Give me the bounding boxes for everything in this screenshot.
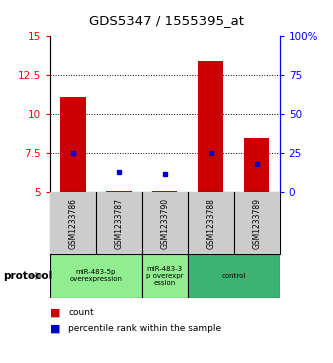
Text: GSM1233786: GSM1233786 xyxy=(68,198,78,249)
Bar xyxy=(244,138,269,192)
Bar xyxy=(142,254,188,298)
Text: GDS5347 / 1555395_at: GDS5347 / 1555395_at xyxy=(89,15,244,28)
Text: ■: ■ xyxy=(50,323,61,334)
Bar xyxy=(188,254,280,298)
Bar xyxy=(234,192,280,254)
Text: protocol: protocol xyxy=(3,271,53,281)
Text: miR-483-5p
overexpression: miR-483-5p overexpression xyxy=(69,269,123,282)
Bar xyxy=(96,192,142,254)
Text: ■: ■ xyxy=(50,307,61,317)
Bar xyxy=(50,254,142,298)
Text: percentile rank within the sample: percentile rank within the sample xyxy=(68,324,221,333)
Text: control: control xyxy=(221,273,246,279)
Bar xyxy=(188,192,234,254)
Text: GSM1233790: GSM1233790 xyxy=(160,198,169,249)
Text: count: count xyxy=(68,308,94,317)
Text: GSM1233787: GSM1233787 xyxy=(114,198,124,249)
Text: GSM1233788: GSM1233788 xyxy=(206,198,215,249)
Bar xyxy=(106,191,132,192)
Text: miR-483-3
p overexpr
ession: miR-483-3 p overexpr ession xyxy=(146,266,183,286)
Bar xyxy=(198,61,223,192)
Bar xyxy=(50,192,96,254)
Bar xyxy=(142,192,188,254)
Bar xyxy=(152,191,177,192)
Text: GSM1233789: GSM1233789 xyxy=(252,198,261,249)
Bar xyxy=(60,97,86,192)
